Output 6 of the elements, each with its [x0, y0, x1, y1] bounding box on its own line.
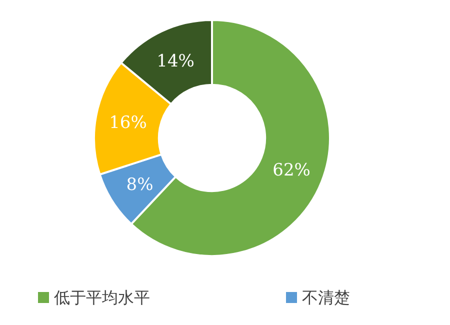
data-label: 8% — [126, 174, 154, 195]
data-label: 14% — [156, 52, 194, 72]
legend-label: 低于平均水平 — [54, 288, 150, 307]
data-label: 62% — [272, 160, 310, 180]
legend-label: 不清楚 — [302, 288, 350, 307]
data-label: 16% — [109, 112, 147, 133]
